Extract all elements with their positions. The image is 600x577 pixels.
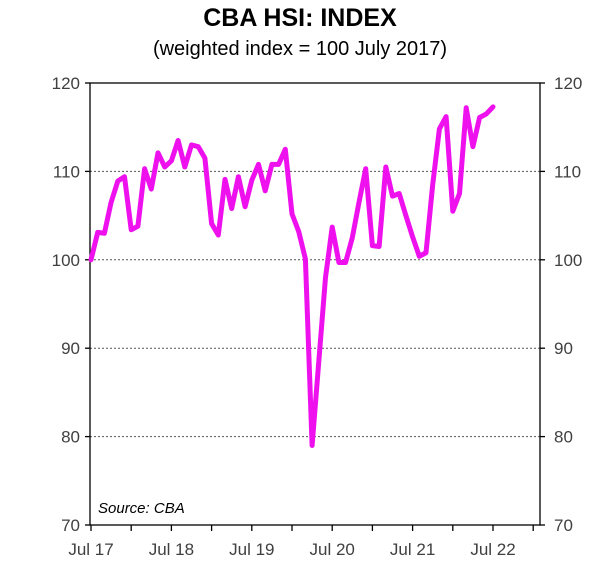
y-tick-label-right: 100 — [554, 251, 582, 270]
data-point — [123, 175, 127, 179]
y-tick-label-left: 70 — [61, 516, 80, 535]
data-point — [458, 192, 462, 196]
data-point — [324, 275, 328, 279]
axes: 70 70 80 80 90 90 100 100 110 110 120 120 Jul 17 Jul … — [52, 74, 583, 559]
data-point — [129, 228, 133, 232]
data-point — [277, 162, 281, 166]
data-point — [190, 143, 194, 147]
data-point — [330, 225, 334, 229]
data-point — [176, 138, 180, 142]
data-point — [290, 212, 294, 216]
data-point — [250, 178, 254, 182]
data-point — [243, 205, 247, 209]
data-point — [471, 145, 475, 149]
data-point — [89, 258, 93, 262]
y-tick-label-right: 70 — [554, 516, 573, 535]
y-tick-label-left: 120 — [52, 74, 80, 93]
x-tick-label: Jul 22 — [470, 540, 515, 559]
series-line — [88, 104, 496, 448]
data-point — [391, 194, 395, 198]
data-point — [337, 260, 341, 264]
data-point — [149, 187, 153, 191]
data-point — [169, 159, 173, 163]
data-point — [283, 147, 287, 151]
data-point — [257, 162, 261, 166]
data-point — [397, 192, 401, 196]
data-point — [377, 245, 381, 249]
data-point — [350, 236, 354, 240]
data-point — [411, 235, 415, 239]
data-point — [404, 214, 408, 218]
data-point — [424, 251, 428, 255]
data-point — [344, 260, 348, 264]
data-point — [317, 359, 321, 363]
data-point — [310, 443, 314, 447]
data-point — [270, 162, 274, 166]
data-point — [364, 167, 368, 171]
data-point — [102, 231, 106, 235]
data-point — [478, 115, 482, 119]
y-tick-label-right: 110 — [554, 162, 581, 181]
data-point — [431, 183, 435, 187]
chart-title: CBA HSI: INDEX — [203, 4, 397, 32]
data-point — [491, 105, 495, 109]
y-tick-label-right: 120 — [554, 74, 582, 93]
data-point — [210, 222, 214, 226]
y-tick-label-left: 90 — [61, 339, 80, 358]
data-point — [484, 112, 488, 116]
data-point — [451, 209, 455, 213]
data-point — [444, 115, 448, 119]
y-tick-label-right: 80 — [554, 428, 573, 447]
data-point — [464, 106, 468, 110]
x-tick-label: Jul 21 — [390, 540, 435, 559]
y-tick-label-left: 80 — [61, 428, 80, 447]
data-point — [203, 156, 207, 160]
x-tick-label: Jul 19 — [229, 540, 274, 559]
data-point — [370, 244, 374, 248]
data-point — [96, 230, 100, 234]
data-point — [297, 230, 301, 234]
data-point — [357, 200, 361, 204]
data-point — [143, 167, 147, 171]
plot-frame — [89, 82, 541, 526]
data-point — [196, 145, 200, 149]
data-point — [263, 189, 267, 193]
chart-subtitle: (weighted index = 100 July 2017) — [152, 38, 448, 60]
x-tick-label: Jul 18 — [149, 540, 194, 559]
data-point — [417, 254, 421, 258]
data-point — [183, 165, 187, 169]
data-point — [230, 207, 234, 211]
data-point — [303, 257, 307, 261]
source-note: Source: CBA — [98, 500, 185, 517]
y-tick-label-right: 90 — [554, 339, 573, 358]
x-tick-label: Jul 17 — [68, 540, 113, 559]
data-point — [216, 233, 220, 237]
data-point — [236, 175, 240, 179]
x-tick-label: Jul 20 — [310, 540, 355, 559]
data-point — [156, 151, 160, 155]
data-point — [116, 179, 120, 183]
data-point — [136, 224, 140, 228]
data-point — [223, 177, 227, 181]
y-tick-label-left: 100 — [52, 251, 80, 270]
y-tick-label-left: 110 — [53, 162, 80, 181]
data-point — [163, 165, 167, 169]
data-point — [109, 200, 113, 204]
data-point — [384, 165, 388, 169]
data-point — [437, 127, 441, 131]
